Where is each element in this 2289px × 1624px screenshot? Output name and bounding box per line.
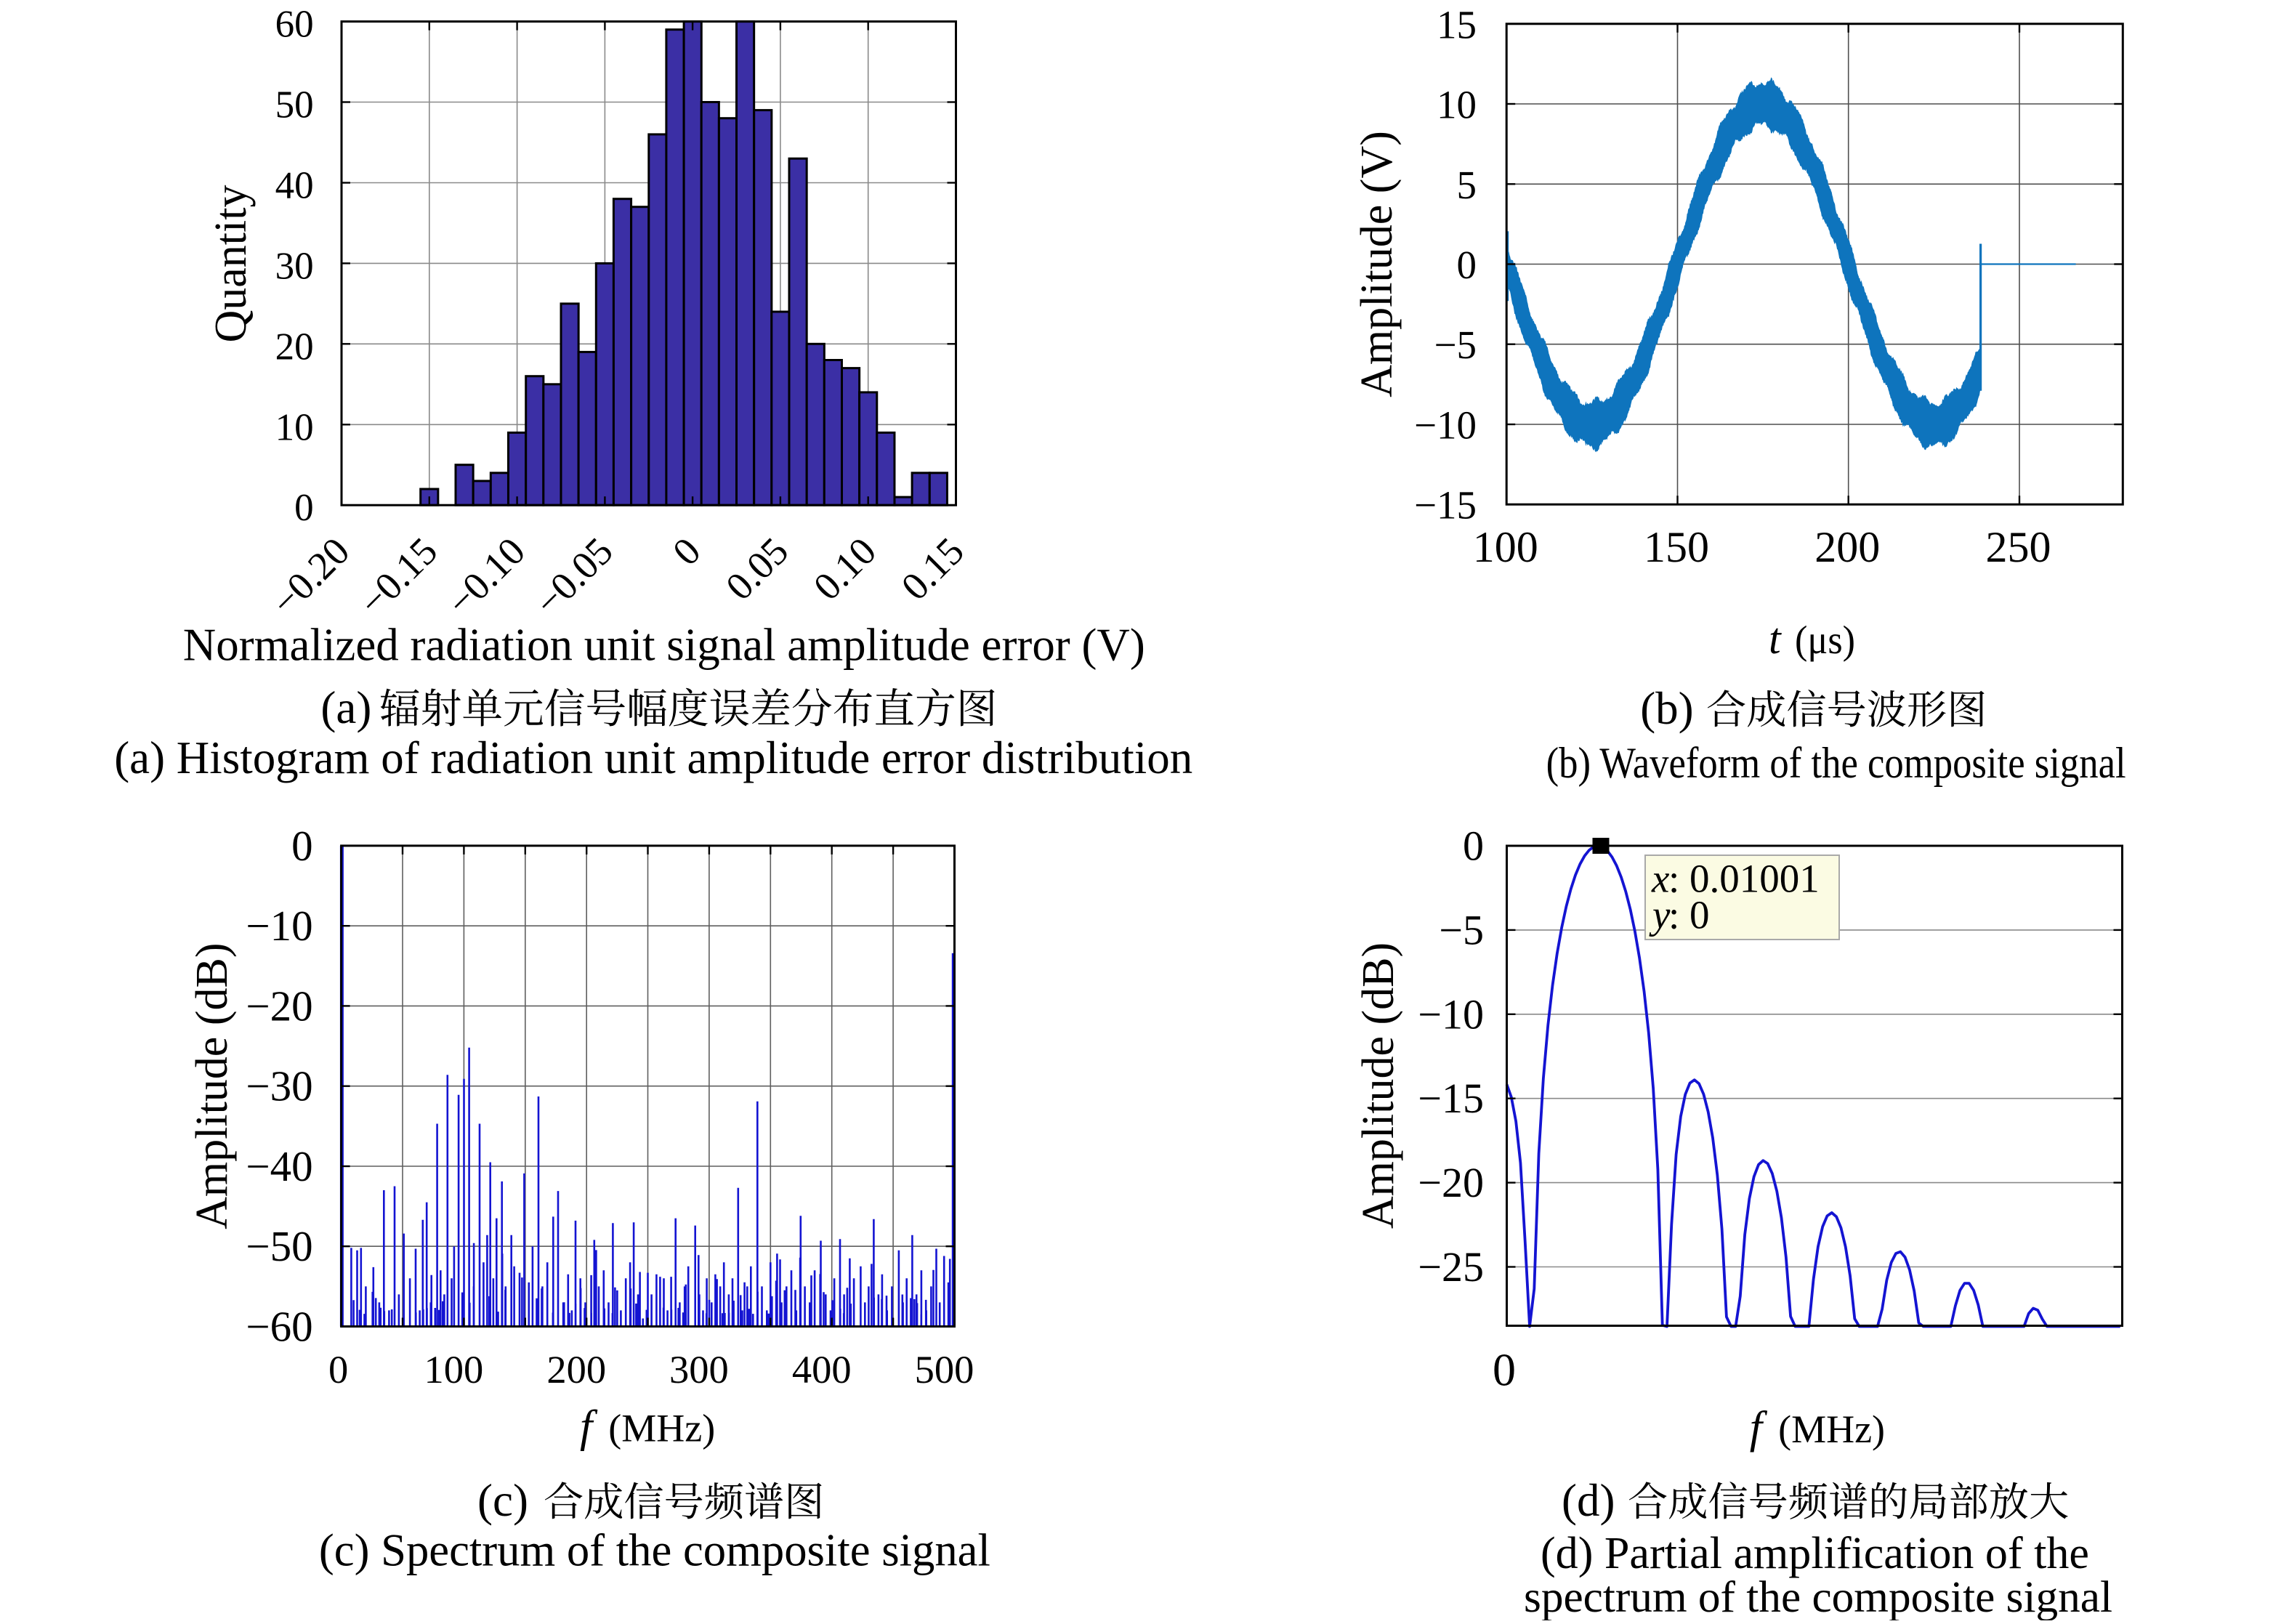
svg-text:(MHz): (MHz): [1778, 1407, 1885, 1451]
svg-text:Amplitude (dB): Amplitude (dB): [187, 943, 237, 1229]
svg-text:0: 0: [291, 822, 313, 870]
svg-text:−5: −5: [1434, 323, 1477, 367]
svg-text:Amplitude (V): Amplitude (V): [1352, 131, 1402, 397]
svg-text:10: 10: [275, 406, 314, 448]
svg-text:100: 100: [1473, 523, 1538, 571]
svg-text:spectrum of the composite sign: spectrum of the composite signal: [1524, 1572, 2112, 1620]
svg-text:x: x: [1651, 856, 1670, 900]
svg-text:−30: −30: [246, 1062, 312, 1110]
svg-text:10: 10: [1437, 83, 1477, 127]
svg-text:y: y: [1649, 893, 1671, 937]
svg-text:(MHz): (MHz): [608, 1407, 715, 1450]
svg-text:: 0.01001: : 0.01001: [1668, 856, 1820, 900]
svg-text:0: 0: [1493, 1344, 1516, 1396]
svg-text:5: 5: [1457, 163, 1477, 207]
svg-text:200: 200: [546, 1347, 606, 1391]
svg-text:0: 0: [294, 487, 314, 529]
svg-text:100: 100: [424, 1347, 484, 1391]
svg-text:60: 60: [275, 4, 314, 46]
svg-text:250: 250: [1986, 523, 2051, 571]
svg-text:(d): (d): [1562, 1475, 1615, 1526]
svg-text:−15: −15: [1418, 1075, 1484, 1122]
svg-text:−10: −10: [1414, 403, 1477, 448]
svg-text:−5: −5: [1439, 906, 1484, 953]
svg-text:(b): (b): [1640, 683, 1693, 734]
svg-text:(b) Waveform of the composite: (b) Waveform of the composite signal: [1546, 739, 2126, 787]
svg-text:(μs): (μs): [1795, 618, 1855, 662]
svg-text:200: 200: [1814, 523, 1880, 571]
svg-text:−15: −15: [1414, 483, 1477, 528]
svg-text:Quantity: Quantity: [206, 185, 256, 343]
svg-text:500: 500: [915, 1347, 974, 1391]
svg-text:50: 50: [275, 84, 314, 126]
svg-text:0: 0: [328, 1347, 348, 1391]
svg-text:: 0: : 0: [1668, 893, 1710, 937]
svg-text:(a) Histogram of radiation uni: (a) Histogram of radiation unit amplitud…: [114, 732, 1192, 783]
svg-text:(a): (a): [320, 682, 371, 733]
svg-text:0: 0: [1457, 243, 1477, 287]
svg-text:(d) Partial amplification of t: (d) Partial amplification of the: [1541, 1529, 2089, 1578]
svg-text:−10: −10: [246, 902, 312, 950]
svg-text:(c) Spectrum of the composite: (c) Spectrum of the composite signal: [319, 1525, 990, 1576]
svg-text:t: t: [1769, 615, 1782, 663]
svg-text:15: 15: [1437, 2, 1477, 47]
svg-text:(c): (c): [477, 1475, 528, 1526]
svg-text:−50: −50: [246, 1222, 312, 1270]
svg-text:0: 0: [1463, 823, 1484, 870]
svg-text:−10: −10: [1418, 990, 1484, 1038]
svg-text:20: 20: [275, 326, 314, 368]
svg-text:Normalized radiation unit sign: Normalized radiation unit signal amplitu…: [183, 620, 1145, 671]
svg-text:30: 30: [275, 245, 314, 287]
svg-text:Amplitude (dB): Amplitude (dB): [1354, 942, 1403, 1229]
svg-text:40: 40: [275, 165, 314, 207]
svg-text:−60: −60: [246, 1303, 312, 1351]
svg-text:−20: −20: [1418, 1159, 1484, 1206]
svg-text:400: 400: [792, 1347, 852, 1391]
svg-text:−40: −40: [246, 1142, 312, 1190]
svg-text:150: 150: [1644, 523, 1709, 571]
svg-text:300: 300: [669, 1347, 729, 1391]
svg-text:−25: −25: [1418, 1243, 1484, 1290]
svg-text:−20: −20: [246, 982, 312, 1030]
